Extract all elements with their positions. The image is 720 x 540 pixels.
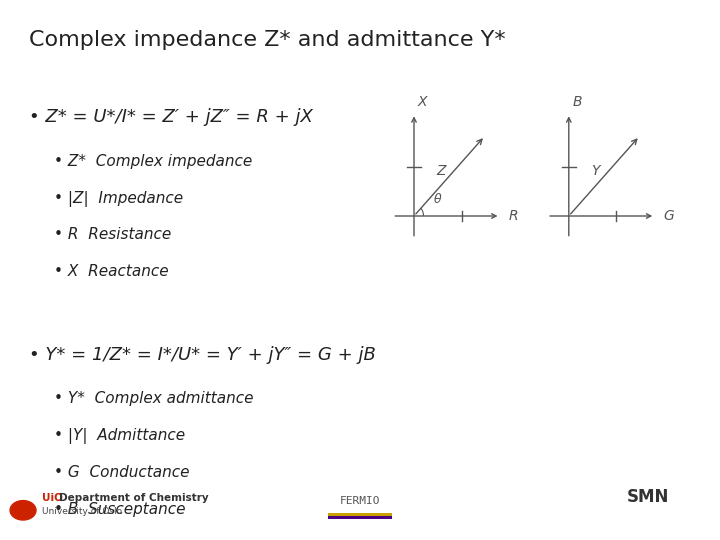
Text: θ: θ <box>434 193 442 206</box>
Text: UiO: UiO <box>42 493 63 503</box>
Text: University of Oslo: University of Oslo <box>42 507 122 516</box>
FancyBboxPatch shape <box>328 516 392 519</box>
FancyBboxPatch shape <box>328 513 392 516</box>
Text: • Z* = U*/I* = Z′ + jZ″ = R + jX: • Z* = U*/I* = Z′ + jZ″ = R + jX <box>29 108 312 126</box>
Text: SMN: SMN <box>626 488 669 506</box>
Text: FERMIO: FERMIO <box>340 496 380 506</box>
Text: • Y* = 1/Z* = I*/U* = Y′ + jY″ = G + jB: • Y* = 1/Z* = I*/U* = Y′ + jY″ = G + jB <box>29 346 376 363</box>
Text: • |Z|  Impedance: • |Z| Impedance <box>54 191 183 207</box>
Text: Z: Z <box>436 164 446 178</box>
Circle shape <box>10 501 36 520</box>
Text: R: R <box>509 209 518 223</box>
Text: • X  Reactance: • X Reactance <box>54 264 168 279</box>
Text: Complex impedance Z* and admittance Y*: Complex impedance Z* and admittance Y* <box>29 30 505 50</box>
Text: • G  Conductance: • G Conductance <box>54 465 189 480</box>
Text: • |Y|  Admittance: • |Y| Admittance <box>54 428 185 444</box>
Text: Y: Y <box>591 164 600 178</box>
Text: • B  Susceptance: • B Susceptance <box>54 502 186 517</box>
Text: • Y*  Complex admittance: • Y* Complex admittance <box>54 392 253 407</box>
Text: • Z*  Complex impedance: • Z* Complex impedance <box>54 154 252 169</box>
Text: G: G <box>664 209 675 223</box>
Text: B: B <box>572 95 582 109</box>
Text: • R  Resistance: • R Resistance <box>54 227 171 242</box>
Text: Department of Chemistry: Department of Chemistry <box>59 493 209 503</box>
Text: X: X <box>418 95 427 109</box>
